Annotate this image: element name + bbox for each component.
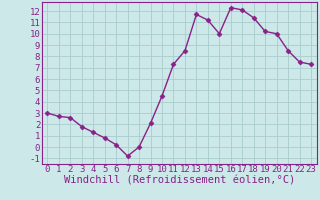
X-axis label: Windchill (Refroidissement éolien,°C): Windchill (Refroidissement éolien,°C): [64, 176, 295, 186]
